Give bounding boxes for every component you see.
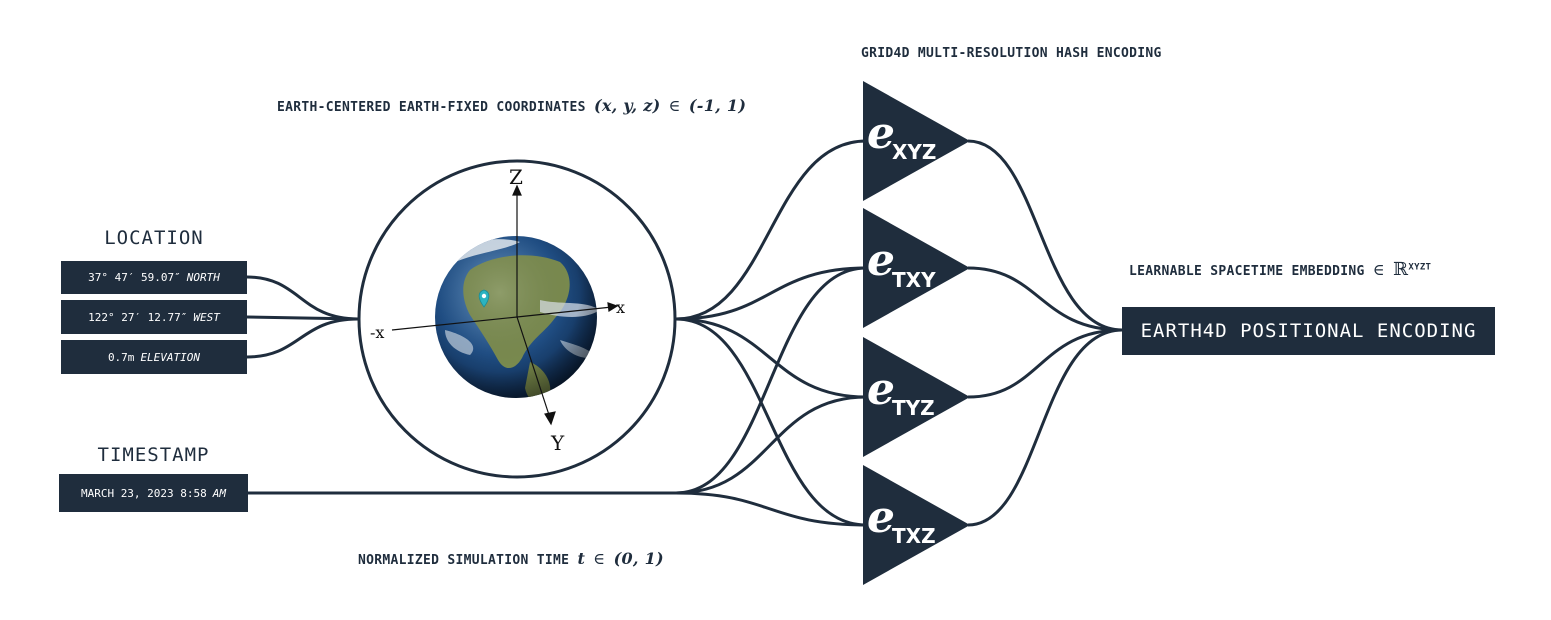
encoder-xyz-subscript: XYZ [892,140,936,164]
wire-txz-out [967,328,1123,527]
latitude-field: 37° 47′ 59.07″ NORTH [61,261,247,294]
encoder-txz-symbol: e [867,492,895,543]
wire-elevation [246,317,359,359]
wire-txy-out [967,266,1123,332]
ecef-caption-range: (-1, 1) [688,96,747,115]
encoder-tyz-symbol: e [867,364,895,415]
wire-globe-xyz [675,139,867,321]
wire-time-txz [675,491,867,527]
time-caption-text: NORMALIZED SIMULATION TIME [358,553,570,568]
axis-neg-x-label: -x [370,323,384,342]
axis-z-label: Z [509,165,523,189]
encoder-txy-symbol: e [867,235,895,286]
location-pin-icon [478,289,490,308]
ecef-caption-in: ∈ [668,96,681,115]
embedding-caption-text: LEARNABLE SPACETIME EMBEDDING [1129,264,1365,279]
embedding-caption-in: ∈ [1372,260,1385,279]
encoder-txy-subscript: TXY [892,268,936,292]
embedding-caption: LEARNABLE SPACETIME EMBEDDING ∈ ℝXYZT [1129,259,1431,280]
wire-latitude [246,275,359,321]
location-title: LOCATION [104,227,204,249]
axis-x-label: x [616,298,625,317]
encoder-tyz: e TYZ [863,337,970,457]
axis-y-label: Y [550,431,565,455]
ecef-caption-math: (x, y, z) [593,96,661,115]
wire-longitude [246,315,359,321]
time-caption-math: t [577,549,586,568]
wire-globe-txz [675,317,867,527]
wire-tyz-out [967,328,1123,399]
encoder-txy: e TXY [863,208,970,328]
longitude-value: 122° 27′ 12.77″ [88,310,188,324]
encoder-xyz-symbol: e [867,108,895,159]
latitude-unit: NORTH [186,271,220,284]
time-caption-in: ∈ [593,549,606,568]
time-caption-range: (0, 1) [613,549,664,568]
encoder-txz-subscript: TXZ [892,524,936,548]
grid-caption: GRID4D MULTI-RESOLUTION HASH ENCODING [861,46,1162,61]
wire-globe-txy [675,266,867,321]
embedding-caption-sup: XYZT [1408,262,1432,273]
latitude-value: 37° 47′ 59.07″ [88,271,181,284]
elevation-field: 0.7m ELEVATION [61,340,247,374]
output-box: EARTH4D POSITIONAL ENCODING [1122,307,1495,355]
embedding-caption-set: ℝ [1393,259,1409,280]
wire-time-txy [675,266,867,495]
longitude-field: 122° 27′ 12.77″ WEST [61,300,247,334]
timestamp-title: TIMESTAMP [97,444,210,466]
time-caption: NORMALIZED SIMULATION TIME t ∈ (0, 1) [358,549,664,568]
timestamp-value: MARCH 23, 2023 8:58 [80,486,207,500]
elevation-value: 0.7m [107,350,135,364]
encoder-xyz: e XYZ [863,81,970,201]
ecef-caption: EARTH-CENTERED EARTH-FIXED COORDINATES (… [277,96,746,115]
timestamp-unit: AM [212,486,227,500]
wire-xyz-out [967,139,1123,332]
encoder-tyz-subscript: TYZ [892,396,935,420]
encoder-txz: e TXZ [863,465,970,585]
ecef-caption-text: EARTH-CENTERED EARTH-FIXED COORDINATES [277,100,586,115]
timestamp-field: MARCH 23, 2023 8:58 AM [59,474,248,512]
elevation-unit: ELEVATION [140,350,201,364]
longitude-unit: WEST [193,310,220,324]
wire-globe-tyz [675,317,867,399]
wire-time-tyz [675,395,867,495]
